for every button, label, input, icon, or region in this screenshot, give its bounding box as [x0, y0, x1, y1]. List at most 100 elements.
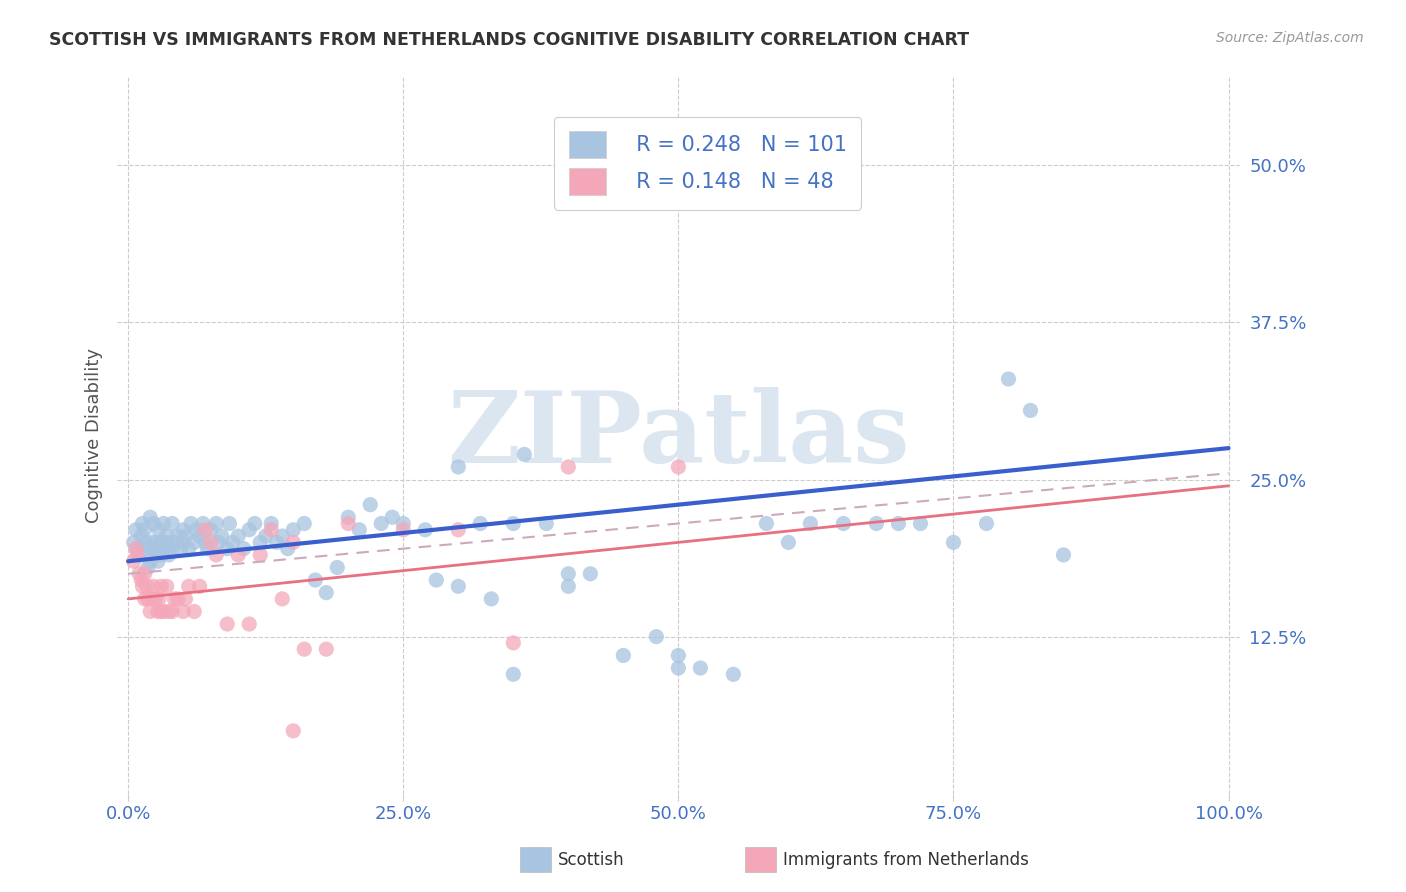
Text: Source: ZipAtlas.com: Source: ZipAtlas.com: [1216, 31, 1364, 45]
Point: [172, 523, 194, 537]
Point: [148, 523, 170, 537]
Point: [359, 498, 381, 512]
Point: [163, 591, 186, 606]
Point: [174, 529, 197, 543]
Text: Immigrants from Netherlands: Immigrants from Netherlands: [783, 851, 1029, 869]
Point: [778, 535, 800, 549]
Point: [260, 516, 283, 531]
Point: [145, 591, 167, 606]
Point: [942, 535, 965, 549]
Point: [218, 516, 240, 531]
Point: [349, 523, 371, 537]
Point: [226, 548, 249, 562]
Point: [292, 642, 315, 657]
Point: [315, 585, 337, 599]
Point: [392, 516, 415, 531]
Point: [152, 516, 174, 531]
Point: [238, 523, 260, 537]
Point: [134, 523, 156, 537]
Point: [304, 573, 326, 587]
Point: [128, 566, 150, 581]
Point: [136, 591, 159, 606]
Point: [177, 541, 200, 556]
Point: [226, 529, 249, 543]
Point: [153, 541, 176, 556]
Point: [283, 535, 305, 549]
Point: [141, 535, 163, 549]
Point: [832, 516, 855, 531]
Point: [502, 667, 524, 681]
Point: [326, 560, 349, 574]
Point: [194, 523, 217, 537]
Point: [142, 516, 165, 531]
Point: [136, 560, 159, 574]
Point: [134, 535, 156, 549]
Point: [152, 605, 174, 619]
Text: SCOTTISH VS IMMIGRANTS FROM NETHERLANDS COGNITIVE DISABILITY CORRELATION CHART: SCOTTISH VS IMMIGRANTS FROM NETHERLANDS …: [49, 31, 969, 49]
Point: [146, 605, 169, 619]
Point: [579, 566, 602, 581]
Point: [180, 516, 202, 531]
Point: [188, 579, 211, 593]
Point: [135, 541, 157, 556]
Point: [160, 541, 183, 556]
Point: [425, 573, 447, 587]
Point: [536, 516, 558, 531]
Point: [755, 516, 778, 531]
Point: [447, 460, 470, 475]
Point: [723, 667, 745, 681]
Point: [139, 605, 162, 619]
Point: [141, 591, 163, 606]
Point: [283, 523, 305, 537]
Point: [139, 554, 162, 568]
Point: [157, 548, 180, 562]
Point: [188, 529, 211, 543]
Point: [799, 516, 821, 531]
Point: [666, 460, 689, 475]
Point: [131, 516, 153, 531]
Point: [243, 516, 266, 531]
Point: [125, 548, 148, 562]
Point: [232, 541, 254, 556]
Point: [170, 541, 193, 556]
Point: [689, 661, 711, 675]
Point: [145, 541, 167, 556]
Point: [134, 566, 156, 581]
Point: [277, 541, 299, 556]
Point: [292, 516, 315, 531]
Point: [157, 605, 180, 619]
Point: [160, 516, 183, 531]
Point: [238, 617, 260, 632]
Point: [191, 516, 214, 531]
Point: [666, 648, 689, 663]
Point: [217, 617, 239, 632]
Point: [1052, 548, 1074, 562]
Point: [612, 648, 634, 663]
Point: [207, 535, 229, 549]
Point: [205, 548, 228, 562]
Point: [146, 554, 169, 568]
Point: [479, 591, 502, 606]
Point: [260, 523, 283, 537]
Point: [186, 523, 208, 537]
Point: [128, 548, 150, 562]
Point: [156, 579, 179, 593]
Point: [200, 535, 222, 549]
Y-axis label: Cognitive Disability: Cognitive Disability: [86, 348, 103, 523]
Point: [413, 523, 436, 537]
Point: [125, 541, 148, 556]
Point: [156, 535, 179, 549]
Point: [197, 541, 219, 556]
Point: [125, 541, 148, 556]
Point: [645, 630, 668, 644]
Point: [337, 510, 360, 524]
Point: [166, 591, 188, 606]
Point: [887, 516, 910, 531]
Point: [131, 579, 153, 593]
Point: [557, 566, 579, 581]
Point: [174, 591, 197, 606]
Point: [997, 372, 1019, 386]
Point: [135, 579, 157, 593]
Point: [865, 516, 887, 531]
Point: [150, 605, 173, 619]
